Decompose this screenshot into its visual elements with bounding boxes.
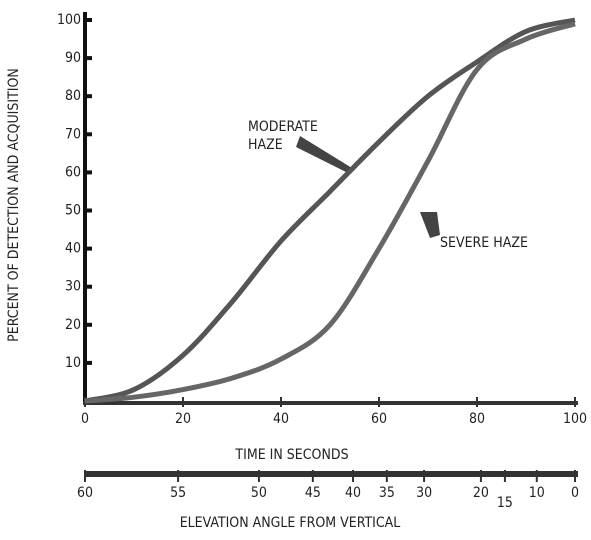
x-tick-label: 100 [563, 411, 587, 427]
y-tick-label: 40 [65, 241, 81, 257]
y-tick-label: 10 [65, 355, 81, 371]
y-tick-label: 20 [65, 317, 81, 333]
x2-tick-label: 60 [77, 485, 93, 501]
x2-tick-label: 55 [170, 485, 186, 501]
x-tick-label: 60 [371, 411, 387, 427]
arrow-severe [420, 212, 440, 238]
x2-tick-label: 0 [571, 485, 579, 501]
x2-tick-label: 50 [251, 485, 267, 501]
arrow-moderate [296, 136, 352, 172]
x2-tick-label: 40 [345, 485, 361, 501]
y-tick-label: 70 [65, 126, 81, 142]
x-axis-title: TIME IN SECONDS [234, 447, 348, 463]
y-tick-label: 30 [65, 279, 81, 295]
x-tick-label: 80 [469, 411, 485, 427]
y-tick-label: 50 [65, 203, 81, 219]
series-line [84, 17, 576, 404]
x-tick-label: 20 [175, 411, 191, 427]
x2-tick-label: 15 [497, 495, 513, 511]
y-tick-label: 90 [65, 50, 81, 66]
y-tick-label: 100 [57, 12, 81, 28]
y-axis-title: PERCENT OF DETECTION AND ACQUISITION [6, 68, 22, 342]
series-label: SEVERE HAZE [440, 235, 528, 251]
series-line [84, 21, 576, 404]
x2-tick-label: 35 [379, 485, 395, 501]
series-label: HAZE [248, 137, 283, 153]
x-tick-label: 40 [273, 411, 289, 427]
x2-tick-label: 45 [305, 485, 321, 501]
x2-axis-title: ELEVATION ANGLE FROM VERTICAL [180, 515, 401, 531]
series-label: MODERATE [248, 119, 318, 135]
x2-tick-label: 30 [416, 485, 432, 501]
y-tick-label: 80 [65, 88, 81, 104]
x-tick-label: 0 [81, 411, 89, 427]
x2-tick-label: 10 [529, 485, 545, 501]
y-tick-label: 60 [65, 164, 81, 180]
x2-tick-label: 20 [473, 485, 489, 501]
